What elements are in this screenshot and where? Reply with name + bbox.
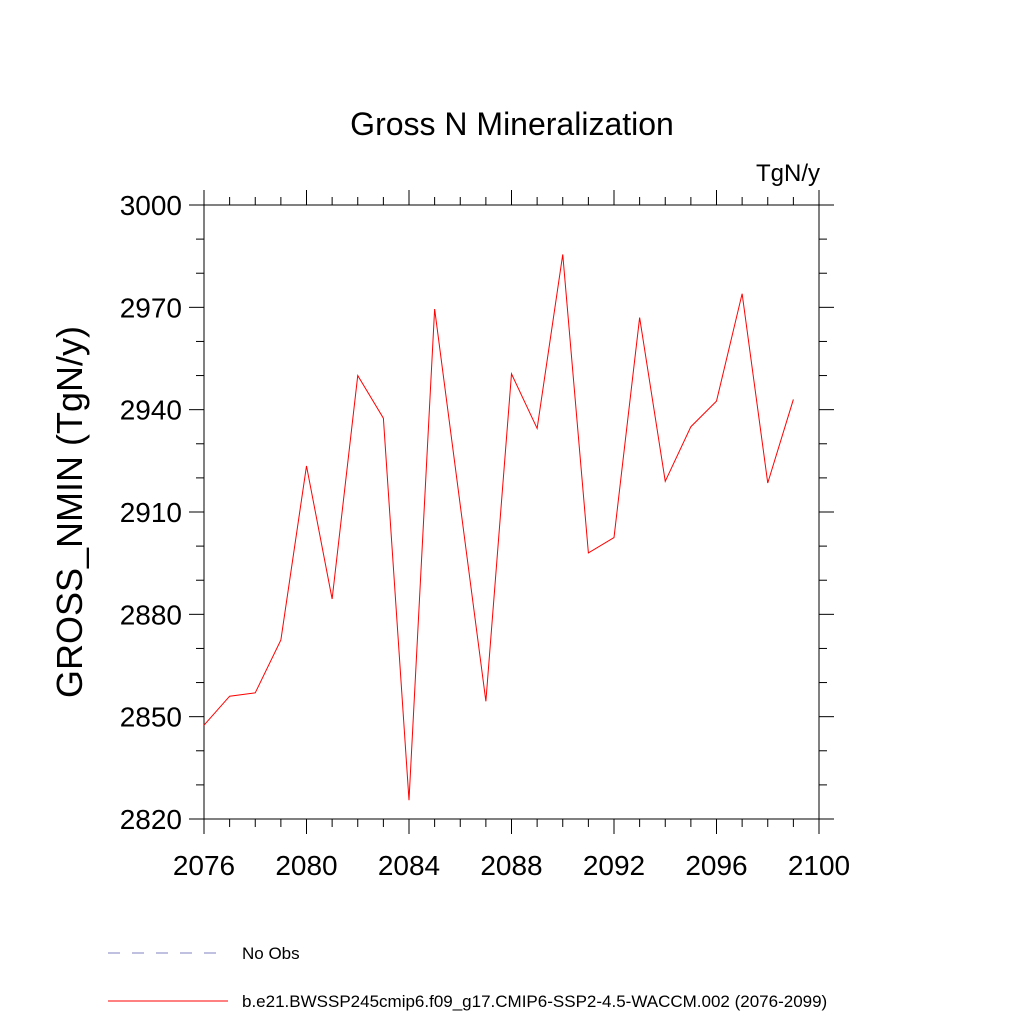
y-tick-label: 2850 (120, 702, 182, 733)
y-tick-label: 2940 (120, 395, 182, 426)
y-tick-label: 2880 (120, 599, 182, 630)
y-tick-label: 2910 (120, 497, 182, 528)
units-label: TgN/y (756, 160, 820, 187)
x-tick-label: 2092 (583, 850, 645, 881)
y-tick-label: 3000 (120, 190, 182, 221)
legend: No Obs b.e21.BWSSP245cmip6.f09_g17.CMIP6… (108, 944, 827, 1011)
x-tick-label: 2100 (788, 850, 850, 881)
chart-title: Gross N Mineralization (350, 106, 674, 142)
x-tick-label: 2088 (480, 850, 542, 881)
x-tick-label: 2076 (173, 850, 235, 881)
x-tick-label: 2084 (378, 850, 440, 881)
plot-frame (203, 204, 820, 820)
series-layer (203, 254, 794, 801)
y-axis-label: GROSS_NMIN (TgN/y) (49, 326, 90, 698)
axis-ticks (189, 190, 834, 834)
x-tick-label: 2080 (275, 850, 337, 881)
series-line-0 (203, 254, 794, 801)
tick-labels: 2076 2080 2084 2088 2092 2096 2100 2820 2850 2880… (120, 190, 850, 881)
legend-label-no-obs: No Obs (242, 944, 300, 963)
y-tick-label: 2970 (120, 292, 182, 323)
y-tick-label: 2820 (120, 804, 182, 835)
x-tick-label: 2096 (685, 850, 747, 881)
legend-label-series: b.e21.BWSSP245cmip6.f09_g17.CMIP6-SSP2-4… (242, 992, 827, 1011)
